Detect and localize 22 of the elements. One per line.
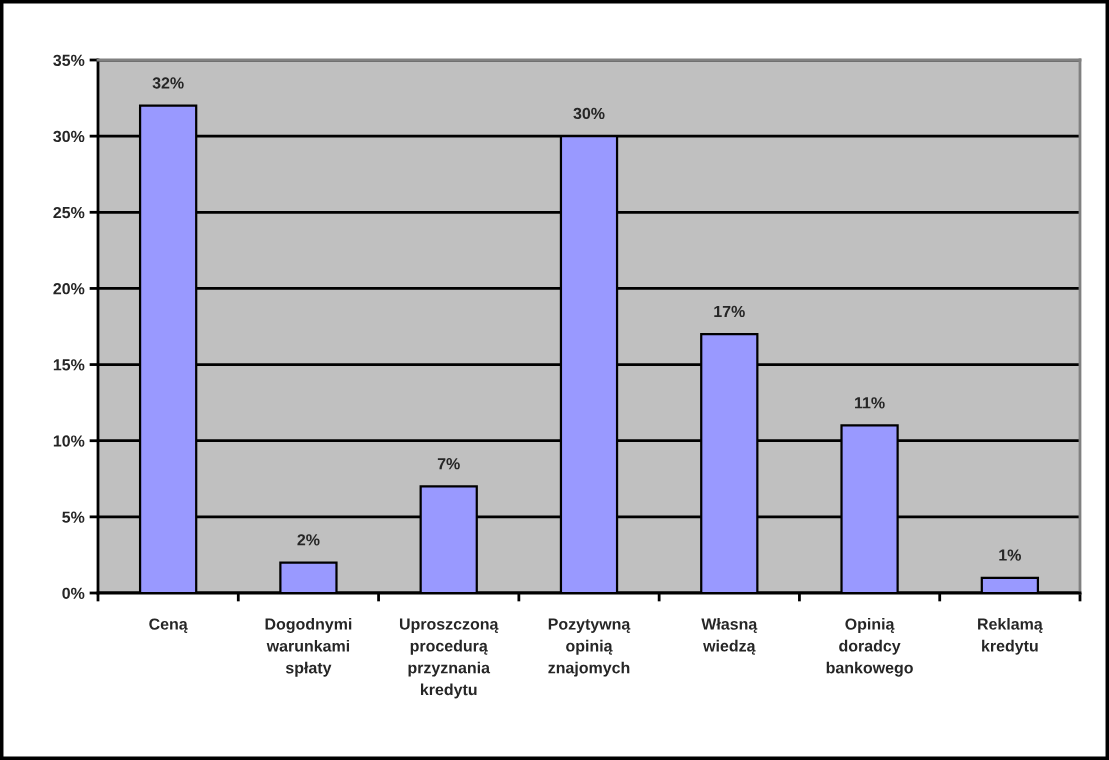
x-tick-label: Dogodnymi warunkami spłaty xyxy=(265,618,352,677)
x-tick-label: Reklamą kredytu xyxy=(978,618,1043,655)
x-tick-label: Uproszczoną procedurą przyznania kredytu xyxy=(399,618,499,699)
x-tick-label: Opinią doradcy bankowego xyxy=(826,618,913,677)
y-tick-label: 35% xyxy=(53,54,85,66)
x-tick-label: Własną wiedzą xyxy=(701,618,758,655)
y-tick-label: 15% xyxy=(53,359,85,371)
x-tick-label: Ceną xyxy=(149,618,188,633)
y-tick-label: 20% xyxy=(53,283,85,295)
y-tick-label: 10% xyxy=(53,435,85,447)
y-tick-label: 5% xyxy=(62,511,85,523)
data-label: 17% xyxy=(714,305,745,318)
data-label: 2% xyxy=(297,534,320,546)
data-label: 1% xyxy=(999,549,1021,561)
y-tick-label: 30% xyxy=(53,130,85,143)
data-label: 32% xyxy=(152,77,184,89)
y-tick-label: 0% xyxy=(62,587,85,599)
data-label: 30% xyxy=(573,107,605,120)
x-tick-label: Pozytywną opinią znajomych xyxy=(548,618,631,677)
y-tick-label: 25% xyxy=(53,206,85,219)
data-label: 11% xyxy=(855,397,885,409)
data-label: 7% xyxy=(437,458,460,470)
